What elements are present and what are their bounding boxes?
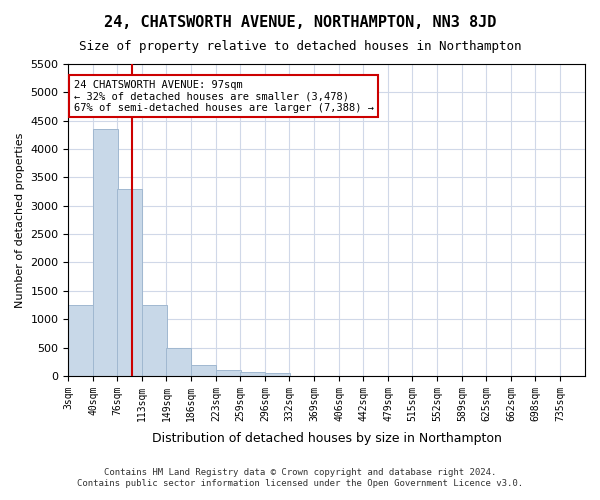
Bar [241,372,265,376]
Bar [118,189,142,376]
Bar [265,373,290,376]
Bar [68,305,93,376]
Text: Size of property relative to detached houses in Northampton: Size of property relative to detached ho… [79,40,521,53]
Y-axis label: Number of detached properties: Number of detached properties [15,132,25,308]
X-axis label: Distribution of detached houses by size in Northampton: Distribution of detached houses by size … [152,432,502,445]
Text: Contains HM Land Registry data © Crown copyright and database right 2024.
Contai: Contains HM Land Registry data © Crown c… [77,468,523,487]
Text: 24 CHATSWORTH AVENUE: 97sqm
← 32% of detached houses are smaller (3,478)
67% of : 24 CHATSWORTH AVENUE: 97sqm ← 32% of det… [74,80,374,113]
Bar [216,370,241,376]
Bar [93,129,118,376]
Bar [142,305,167,376]
Bar [166,348,191,376]
Text: 24, CHATSWORTH AVENUE, NORTHAMPTON, NN3 8JD: 24, CHATSWORTH AVENUE, NORTHAMPTON, NN3 … [104,15,496,30]
Bar [191,364,216,376]
